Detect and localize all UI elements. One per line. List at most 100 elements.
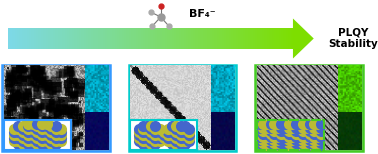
Polygon shape (286, 28, 288, 49)
Polygon shape (276, 28, 279, 49)
Polygon shape (255, 28, 257, 49)
Polygon shape (112, 28, 115, 49)
Polygon shape (100, 28, 103, 49)
Polygon shape (110, 28, 112, 49)
Polygon shape (127, 28, 129, 49)
Polygon shape (143, 28, 146, 49)
Polygon shape (34, 28, 36, 49)
Polygon shape (207, 28, 210, 49)
Polygon shape (257, 28, 260, 49)
Polygon shape (288, 28, 291, 49)
Polygon shape (10, 28, 12, 49)
Polygon shape (229, 28, 231, 49)
Polygon shape (86, 28, 88, 49)
Polygon shape (260, 28, 262, 49)
Polygon shape (93, 28, 96, 49)
Polygon shape (241, 28, 243, 49)
Polygon shape (195, 28, 198, 49)
Polygon shape (115, 28, 117, 49)
Polygon shape (264, 28, 267, 49)
Polygon shape (179, 28, 181, 49)
Polygon shape (136, 28, 138, 49)
Polygon shape (184, 28, 186, 49)
Polygon shape (8, 28, 10, 49)
Polygon shape (243, 28, 245, 49)
Polygon shape (191, 28, 193, 49)
Polygon shape (88, 28, 91, 49)
Polygon shape (124, 28, 127, 49)
Polygon shape (138, 28, 141, 49)
Polygon shape (76, 28, 79, 49)
Polygon shape (46, 28, 48, 49)
Polygon shape (281, 28, 284, 49)
Polygon shape (291, 28, 293, 49)
Polygon shape (22, 28, 24, 49)
Polygon shape (72, 28, 74, 49)
Polygon shape (226, 28, 229, 49)
Polygon shape (29, 28, 31, 49)
Polygon shape (284, 28, 286, 49)
Polygon shape (91, 28, 93, 49)
Polygon shape (79, 28, 81, 49)
Polygon shape (43, 28, 46, 49)
Polygon shape (31, 28, 34, 49)
Polygon shape (157, 28, 160, 49)
Polygon shape (84, 28, 86, 49)
Polygon shape (60, 28, 62, 49)
Polygon shape (210, 28, 212, 49)
Polygon shape (70, 28, 72, 49)
Polygon shape (271, 28, 274, 49)
Polygon shape (193, 28, 195, 49)
Polygon shape (293, 18, 314, 59)
Polygon shape (55, 28, 57, 49)
Polygon shape (234, 28, 236, 49)
Polygon shape (236, 28, 238, 49)
Polygon shape (26, 28, 29, 49)
Bar (2, 65, 110, 151)
Polygon shape (177, 28, 179, 49)
Text: PLQY
Stability: PLQY Stability (328, 28, 378, 49)
Polygon shape (212, 28, 214, 49)
Text: BF₄⁻: BF₄⁻ (189, 9, 215, 19)
Polygon shape (117, 28, 119, 49)
Polygon shape (12, 28, 15, 49)
Polygon shape (253, 28, 255, 49)
Polygon shape (250, 28, 253, 49)
Polygon shape (98, 28, 100, 49)
Polygon shape (62, 28, 65, 49)
Polygon shape (248, 28, 250, 49)
Polygon shape (186, 28, 188, 49)
Polygon shape (174, 28, 177, 49)
Polygon shape (131, 28, 133, 49)
Polygon shape (153, 28, 155, 49)
Polygon shape (172, 28, 174, 49)
Polygon shape (103, 28, 105, 49)
Polygon shape (274, 28, 276, 49)
Polygon shape (231, 28, 234, 49)
Polygon shape (262, 28, 264, 49)
Polygon shape (219, 28, 222, 49)
Polygon shape (17, 28, 19, 49)
Polygon shape (19, 28, 22, 49)
Polygon shape (205, 28, 207, 49)
Polygon shape (188, 28, 191, 49)
Polygon shape (217, 28, 219, 49)
Polygon shape (119, 28, 122, 49)
Polygon shape (15, 28, 17, 49)
Polygon shape (214, 28, 217, 49)
Polygon shape (57, 28, 60, 49)
Polygon shape (24, 28, 26, 49)
Polygon shape (169, 28, 172, 49)
Polygon shape (222, 28, 224, 49)
Polygon shape (146, 28, 148, 49)
Polygon shape (107, 28, 110, 49)
Polygon shape (53, 28, 55, 49)
Polygon shape (200, 28, 203, 49)
Polygon shape (129, 28, 131, 49)
Polygon shape (96, 28, 98, 49)
Polygon shape (267, 28, 269, 49)
Polygon shape (181, 28, 184, 49)
Polygon shape (41, 28, 43, 49)
Polygon shape (105, 28, 107, 49)
Polygon shape (203, 28, 205, 49)
